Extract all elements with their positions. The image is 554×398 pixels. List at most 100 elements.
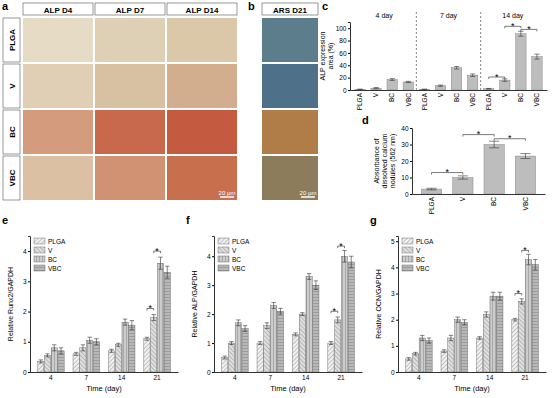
legend-label: BC xyxy=(232,256,241,263)
error-bar-cap xyxy=(94,338,98,339)
y-tick-mark xyxy=(28,312,30,313)
error-bar-cap xyxy=(59,347,63,348)
legend-swatch xyxy=(402,256,413,262)
error-bar-stem xyxy=(330,342,331,345)
group-separator xyxy=(416,12,417,90)
error-bar-stem xyxy=(40,360,41,363)
y-axis: 01234 xyxy=(23,237,31,376)
y-tick-mark xyxy=(348,41,350,42)
error-bar-cap xyxy=(329,341,333,342)
y-tick-label: 20 xyxy=(401,158,409,165)
y-tick: 0 xyxy=(391,369,398,376)
x-tick-label: V xyxy=(437,92,444,97)
y-tick-mark xyxy=(410,178,412,179)
bar-series xyxy=(235,256,347,372)
legend: PLGAVBCVBC xyxy=(402,238,434,272)
error-bar-stem xyxy=(167,266,168,278)
error-bar-cap xyxy=(158,257,162,258)
error-bar xyxy=(462,320,466,325)
x-tick: PLGA xyxy=(421,92,428,110)
y-tick-label: 4 xyxy=(207,253,211,260)
scale-bar-label: 20 µm xyxy=(300,190,317,196)
error-bar xyxy=(520,154,530,159)
error-bar-cap xyxy=(449,335,453,336)
legend-label: BC xyxy=(416,256,425,263)
significance-label: * xyxy=(511,21,515,31)
bar-series xyxy=(426,265,538,372)
error-bar xyxy=(456,317,460,322)
error-bar xyxy=(454,67,459,69)
significance-label: * xyxy=(495,72,499,82)
micrograph xyxy=(95,156,165,200)
legend-label: PLGA xyxy=(232,238,250,245)
bar xyxy=(412,354,418,372)
bar xyxy=(532,265,538,372)
y-tick-mark xyxy=(396,241,398,242)
x-tick: BC xyxy=(490,197,497,206)
bar xyxy=(164,272,170,372)
row-header-box xyxy=(3,64,20,108)
error-bar-stem xyxy=(486,312,487,317)
group-label: 14 day xyxy=(502,12,524,20)
error-bar-cap xyxy=(491,300,495,301)
error-bar xyxy=(427,338,431,343)
x-axis-line xyxy=(413,194,546,195)
error-bar xyxy=(314,281,318,290)
y-tick-label: 0 xyxy=(23,369,27,376)
bar xyxy=(519,301,525,372)
significance-label: * xyxy=(517,288,521,298)
x-axis: 471421 xyxy=(31,373,179,381)
y-tick-mark xyxy=(28,372,30,373)
y-tick: 3 xyxy=(391,290,398,297)
y-tick: 40 xyxy=(339,62,350,69)
error-bar-stem xyxy=(260,342,261,345)
error-bar-stem xyxy=(462,176,463,179)
y-axis-title: Relative ALP/GAPDH xyxy=(191,271,198,338)
x-tick-label: VBC xyxy=(469,93,476,107)
legend-label: VBC xyxy=(48,265,62,272)
scale-bar xyxy=(301,196,315,198)
bar xyxy=(355,89,365,90)
bar xyxy=(341,256,347,372)
error-bar xyxy=(265,323,269,329)
error-bar-stem xyxy=(245,326,246,332)
error-bar-cap xyxy=(422,89,427,90)
error-bar-cap xyxy=(158,269,162,270)
error-bar xyxy=(74,352,78,355)
panel-letter: b xyxy=(248,0,255,12)
legend-swatch xyxy=(218,265,229,271)
error-bar-cap xyxy=(45,356,49,357)
error-bar xyxy=(336,317,340,323)
bar xyxy=(451,68,461,90)
error-bar-stem xyxy=(131,321,132,330)
y-tick-label: 5 xyxy=(391,238,395,245)
error-bar xyxy=(109,349,113,352)
x-tick-label: 21 xyxy=(153,374,161,381)
y-tick: 1 xyxy=(391,342,398,349)
error-bar-cap xyxy=(520,158,530,159)
bar xyxy=(371,88,381,90)
error-bar-cap xyxy=(502,81,507,82)
error-bar-cap xyxy=(265,328,269,329)
error-bar-cap xyxy=(116,343,120,344)
y-tick-label: 100 xyxy=(336,25,347,32)
x-tick-label: 7 xyxy=(84,374,88,381)
bar xyxy=(242,329,248,372)
legend-entry: PLGA xyxy=(218,238,250,245)
legend-swatch xyxy=(402,265,413,271)
y-axis-title: Absorbance ofdissolved calciumnodules (5… xyxy=(373,133,397,188)
error-bar-cap xyxy=(314,289,318,290)
legend-swatch xyxy=(34,256,45,262)
bar xyxy=(122,322,128,372)
error-bar xyxy=(243,326,247,332)
error-bar-cap xyxy=(293,335,297,336)
x-tick-label: 14 xyxy=(118,374,126,381)
error-bar-cap xyxy=(272,302,276,303)
panel-letter: d xyxy=(362,114,369,126)
row-header: VBC xyxy=(8,169,17,186)
error-bar-cap xyxy=(152,314,156,315)
x-tick: V xyxy=(372,92,379,97)
error-bar-cap xyxy=(109,352,113,353)
error-bar-stem xyxy=(456,67,457,69)
y-tick-mark xyxy=(28,342,30,343)
